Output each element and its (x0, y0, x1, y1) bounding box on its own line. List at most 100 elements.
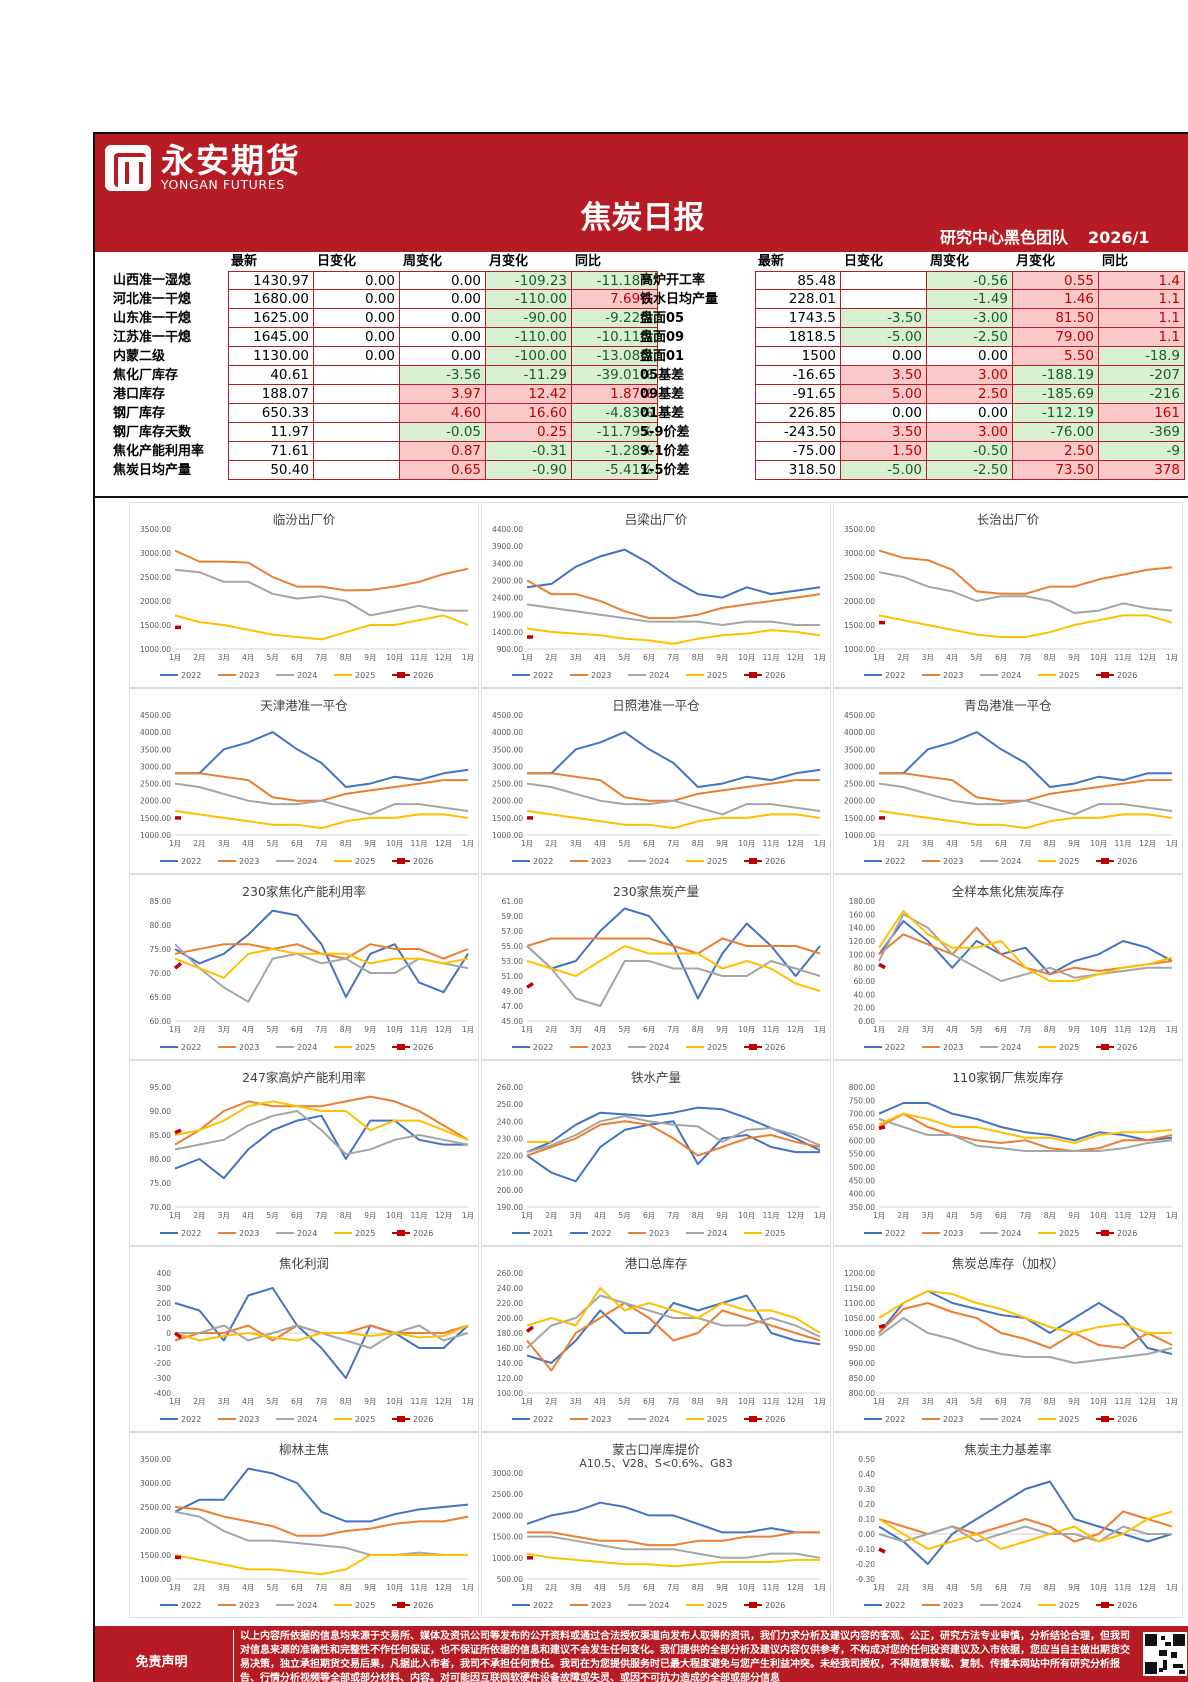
value-cell: 1130.00 (228, 347, 314, 366)
x-tick-label: 4月 (242, 1397, 254, 1406)
value-cell: 1.46 (1013, 290, 1099, 309)
y-tick-label: 1000.00 (140, 645, 171, 654)
legend-label: 2025 (1059, 857, 1079, 866)
x-tick-label: 1月 (1166, 1583, 1178, 1592)
brand-name-en: YONGAN FUTURES (161, 177, 285, 192)
series-line-2024 (878, 782, 1173, 816)
x-tick-label: 7月 (667, 1025, 679, 1034)
chart-panel: 长治出厂价 3500.00 3000.00 2500.00 2000.00 1500.00… (833, 502, 1183, 688)
x-tick-label: 2月 (193, 1397, 205, 1406)
series-line-2023 (175, 772, 468, 802)
table-header-row: 最新 日变化 周变化 月变化 同比 (640, 252, 1185, 271)
x-tick-label: 12月 (787, 653, 804, 662)
x-tick-label: 6月 (291, 1583, 303, 1592)
value-cell: -243.50 (755, 423, 841, 442)
series-line-2026 (525, 1325, 535, 1333)
table-header-row: 最新 日变化 周变化 月变化 同比 (95, 252, 658, 271)
x-tick-label: 8月 (692, 1583, 704, 1592)
legend-label: 2022 (591, 1229, 611, 1238)
x-tick-label: 12月 (1139, 1397, 1156, 1406)
legend-label: 2022 (181, 1415, 201, 1424)
x-tick-label: 5月 (267, 1211, 279, 1220)
x-tick-label: 4月 (946, 1211, 958, 1220)
y-tick-label: 2000.00 (844, 597, 875, 606)
legend-label: 2024 (297, 1415, 317, 1424)
table-row: 09基差 -91.65 5.00 2.50 -185.69 -216 (640, 385, 1185, 404)
legend-label: 2026 (1117, 1229, 1137, 1238)
y-tick-label: 250.00 (497, 1100, 523, 1109)
y-tick-label: 2900.00 (492, 576, 523, 585)
x-tick-label: 2月 (897, 839, 909, 848)
value-cell: -11.79% (572, 423, 658, 442)
y-tick-label: 3000.00 (492, 762, 523, 771)
chart-panel: 焦化利润 400 300 200 100 0 -100 -200 -300 -400 1月 2月 3月 4… (129, 1246, 479, 1432)
series-line-2023 (526, 579, 821, 620)
value-cell: 318.50 (755, 461, 841, 480)
y-tick-label: 3500.00 (844, 745, 875, 754)
value-cell: 50.40 (228, 461, 314, 480)
table-row: 盘面09 1818.5 -5.00 -2.50 79.00 1.1 (640, 328, 1185, 347)
y-tick-label: 80.00 (854, 964, 876, 973)
x-tick-label: 10月 (1090, 1025, 1107, 1034)
y-tick-label: 0.10 (858, 1515, 875, 1524)
x-tick-label: 11月 (411, 1025, 428, 1034)
y-tick-label: 180.00 (849, 897, 875, 906)
x-tick-label: 8月 (1044, 1025, 1056, 1034)
value-cell: -75.00 (755, 442, 841, 461)
row-label: 钢厂库存天数 (113, 425, 192, 440)
series-line-2022 (527, 731, 821, 788)
series-line-2025 (878, 910, 1173, 982)
y-tick-label: 80.00 (150, 1155, 172, 1164)
chart-title: 柳林主焦 (278, 1442, 329, 1457)
x-tick-label: 3月 (922, 1583, 934, 1592)
column-header: 月变化 (1016, 254, 1056, 269)
x-tick-label: 5月 (267, 1583, 279, 1592)
legend-label: 2025 (355, 671, 375, 680)
x-tick-label: 12月 (1139, 1211, 1156, 1220)
chart-title: 焦炭总库存（加权） (951, 1256, 1065, 1271)
x-tick-label: 2月 (193, 653, 205, 662)
legend-marker (397, 1230, 405, 1236)
series-line-2024 (527, 1535, 821, 1559)
line-chart: 180.00 160.00 140.00 120.00 100.00 80.00 60.00… (849, 897, 1178, 1052)
x-tick-label: 2月 (545, 1397, 557, 1406)
x-tick-label: 10月 (386, 839, 403, 848)
chart-panel: 天津港准一平仓 4500.00 4000.00 3500.00 3000.00 2500.… (129, 688, 479, 874)
value-cell: 1.1 (1099, 309, 1185, 328)
x-tick-label: 6月 (643, 653, 655, 662)
x-tick-label: 11月 (1115, 653, 1132, 662)
x-tick-label: 8月 (1044, 653, 1056, 662)
table-row: 内蒙二级 1130.00 0.00 0.00 -100.00 -13.08% (95, 347, 658, 366)
x-tick-label: 3月 (570, 1211, 582, 1220)
value-cell: -9.22% (572, 309, 658, 328)
legend-label: 2023 (239, 1415, 259, 1424)
y-tick-label: 220.00 (497, 1152, 523, 1161)
x-tick-label: 9月 (1068, 1397, 1080, 1406)
value-cell: 2.50 (1013, 442, 1099, 461)
y-tick-label: 100 (157, 1314, 172, 1323)
y-tick-label: 600.00 (849, 1136, 875, 1145)
line-chart: 4500.00 4000.00 3500.00 3000.00 2500.00 2000.… (140, 711, 474, 866)
value-cell: -18.9 (1099, 347, 1185, 366)
x-tick-label: 10月 (386, 1211, 403, 1220)
x-tick-label: 1月 (873, 1397, 885, 1406)
x-tick-label: 10月 (1090, 1583, 1107, 1592)
x-tick-label: 6月 (643, 1025, 655, 1034)
x-tick-label: 2月 (545, 1025, 557, 1034)
legend-label: 2022 (885, 1415, 905, 1424)
line-chart: 800.00 750.00 700.00 650.00 600.00 550.00 500.… (849, 1083, 1178, 1238)
x-tick-label: 11月 (1115, 839, 1132, 848)
value-cell: 16.60 (486, 404, 572, 423)
row-label: 内蒙二级 (113, 349, 166, 364)
x-tick-label: 1月 (814, 1397, 826, 1406)
table-row: 焦炭日均产量 50.40 0.65 -0.90 -5.41% (95, 461, 658, 480)
series-line-2022 (526, 548, 821, 599)
x-tick-label: 6月 (995, 1025, 1007, 1034)
chart-panel: 港口总库存 260.00 240.00 220.00 200.00 180.00 160.0… (481, 1246, 831, 1432)
legend-label: 2026 (413, 1229, 433, 1238)
table-row: 01基差 226.85 0.00 0.00 -112.19 161 (640, 404, 1185, 423)
legend-label: 2026 (413, 1043, 433, 1052)
value-cell: 0.00 (927, 347, 1013, 366)
price-inventory-table: 最新 日变化 周变化 月变化 同比 山西准一湿熄 1430.97 0.00 0.00 -109.2… (95, 252, 658, 480)
chart-panel: 焦炭主力基差率 0.50 0.40 0.30 0.20 0.10 0.00 -0.10 -0.2… (833, 1432, 1183, 1618)
